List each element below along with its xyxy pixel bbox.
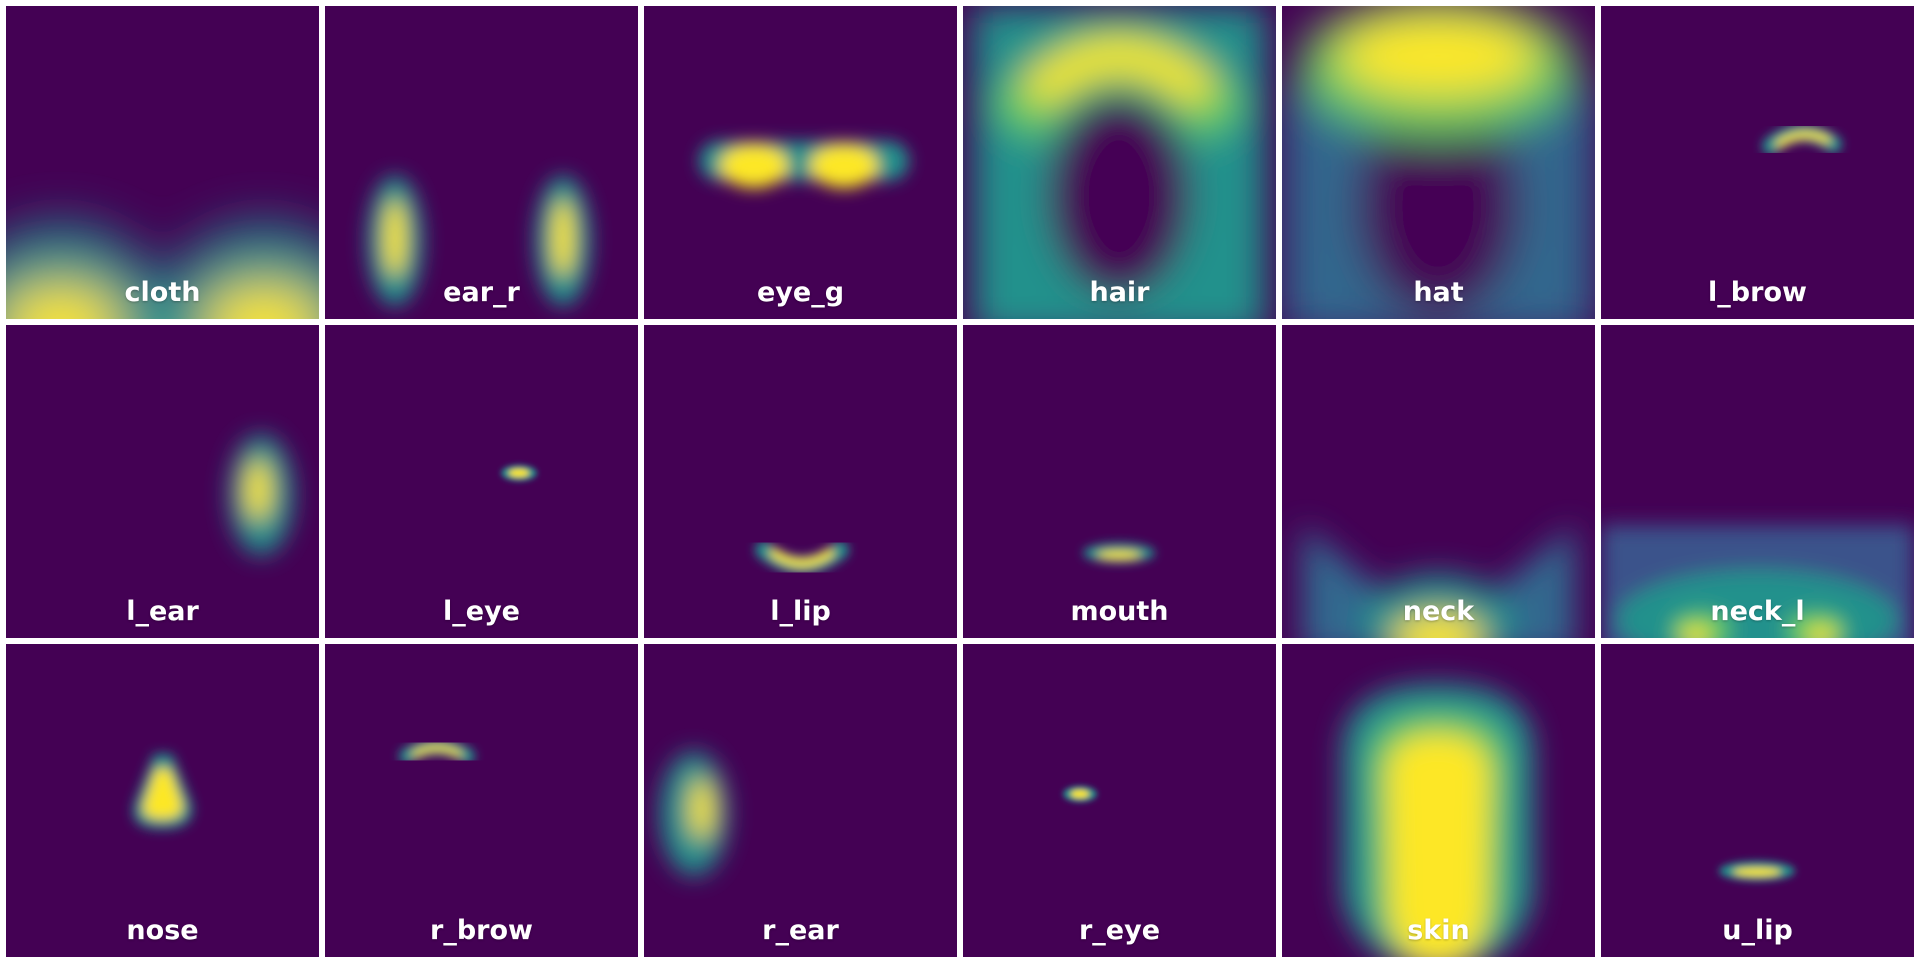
- label-l-eye: l_eye: [443, 596, 520, 627]
- label-neck: neck: [1402, 596, 1475, 627]
- tile-l-ear: l_ear: [6, 325, 319, 638]
- tile-eye-g: eye_g: [644, 6, 957, 319]
- tile-neck: neck: [1282, 325, 1595, 638]
- label-cloth: cloth: [124, 277, 201, 308]
- heatmap-l-lip: [755, 541, 849, 574]
- tile-l-lip: l_lip: [644, 325, 957, 638]
- label-r-eye: r_eye: [1078, 915, 1161, 946]
- label-r-ear: r_ear: [762, 915, 839, 946]
- label-hair: hair: [1089, 277, 1150, 308]
- tile-r-ear: r_ear: [644, 644, 957, 957]
- heatmap-l-eye: [501, 465, 537, 481]
- label-ear-r: ear_r: [443, 277, 520, 308]
- label-l-lip: l_lip: [770, 596, 831, 627]
- tile-ear-r: ear_r: [325, 6, 638, 319]
- heatmap-skin: [1342, 684, 1534, 957]
- heatmap-nose: [133, 754, 193, 829]
- heatmap-l-ear: [229, 435, 293, 555]
- tile-skin: skin: [1282, 644, 1595, 957]
- label-l-brow: l_brow: [1708, 277, 1807, 308]
- tile-hair: hair: [963, 6, 1276, 319]
- heatmap-r-eye: [1063, 786, 1097, 802]
- heatmap-cloth: [6, 226, 319, 319]
- label-eye-g: eye_g: [756, 277, 845, 308]
- heatmap-hair: [973, 6, 1266, 319]
- label-skin: skin: [1407, 915, 1470, 946]
- heatmap-u-lip: [1719, 861, 1795, 881]
- tile-cloth: cloth: [6, 6, 319, 319]
- tile-hat: hat: [1282, 6, 1595, 319]
- tile-mouth: mouth: [963, 325, 1276, 638]
- heatmap-l-brow: [1762, 124, 1842, 155]
- tile-nose: nose: [6, 644, 319, 957]
- heatmap-eye-g: [699, 141, 909, 188]
- label-mouth: mouth: [1070, 596, 1169, 627]
- heatmap-r-brow: [399, 739, 475, 764]
- label-neck-l: neck_l: [1710, 596, 1805, 627]
- heatmap-mouth: [1083, 543, 1155, 563]
- label-r-brow: r_brow: [430, 915, 533, 946]
- heatmap-neck: [1302, 525, 1575, 638]
- heatmap-ear-r: [367, 176, 591, 306]
- tile-l-eye: l_eye: [325, 325, 638, 638]
- tile-u-lip: u_lip: [1601, 644, 1914, 957]
- tile-r-brow: r_brow: [325, 644, 638, 957]
- heatmap-hat: [1282, 6, 1595, 319]
- heatmap-r-ear: [660, 752, 728, 876]
- tile-r-eye: r_eye: [963, 644, 1276, 957]
- tile-neck-l: neck_l: [1601, 325, 1914, 638]
- label-u-lip: u_lip: [1722, 915, 1793, 946]
- heatmap-neck-l: [1601, 525, 1914, 638]
- label-nose: nose: [126, 915, 199, 946]
- label-hat: hat: [1413, 277, 1464, 308]
- tile-l-brow: l_brow: [1601, 6, 1914, 319]
- label-l-ear: l_ear: [126, 596, 199, 627]
